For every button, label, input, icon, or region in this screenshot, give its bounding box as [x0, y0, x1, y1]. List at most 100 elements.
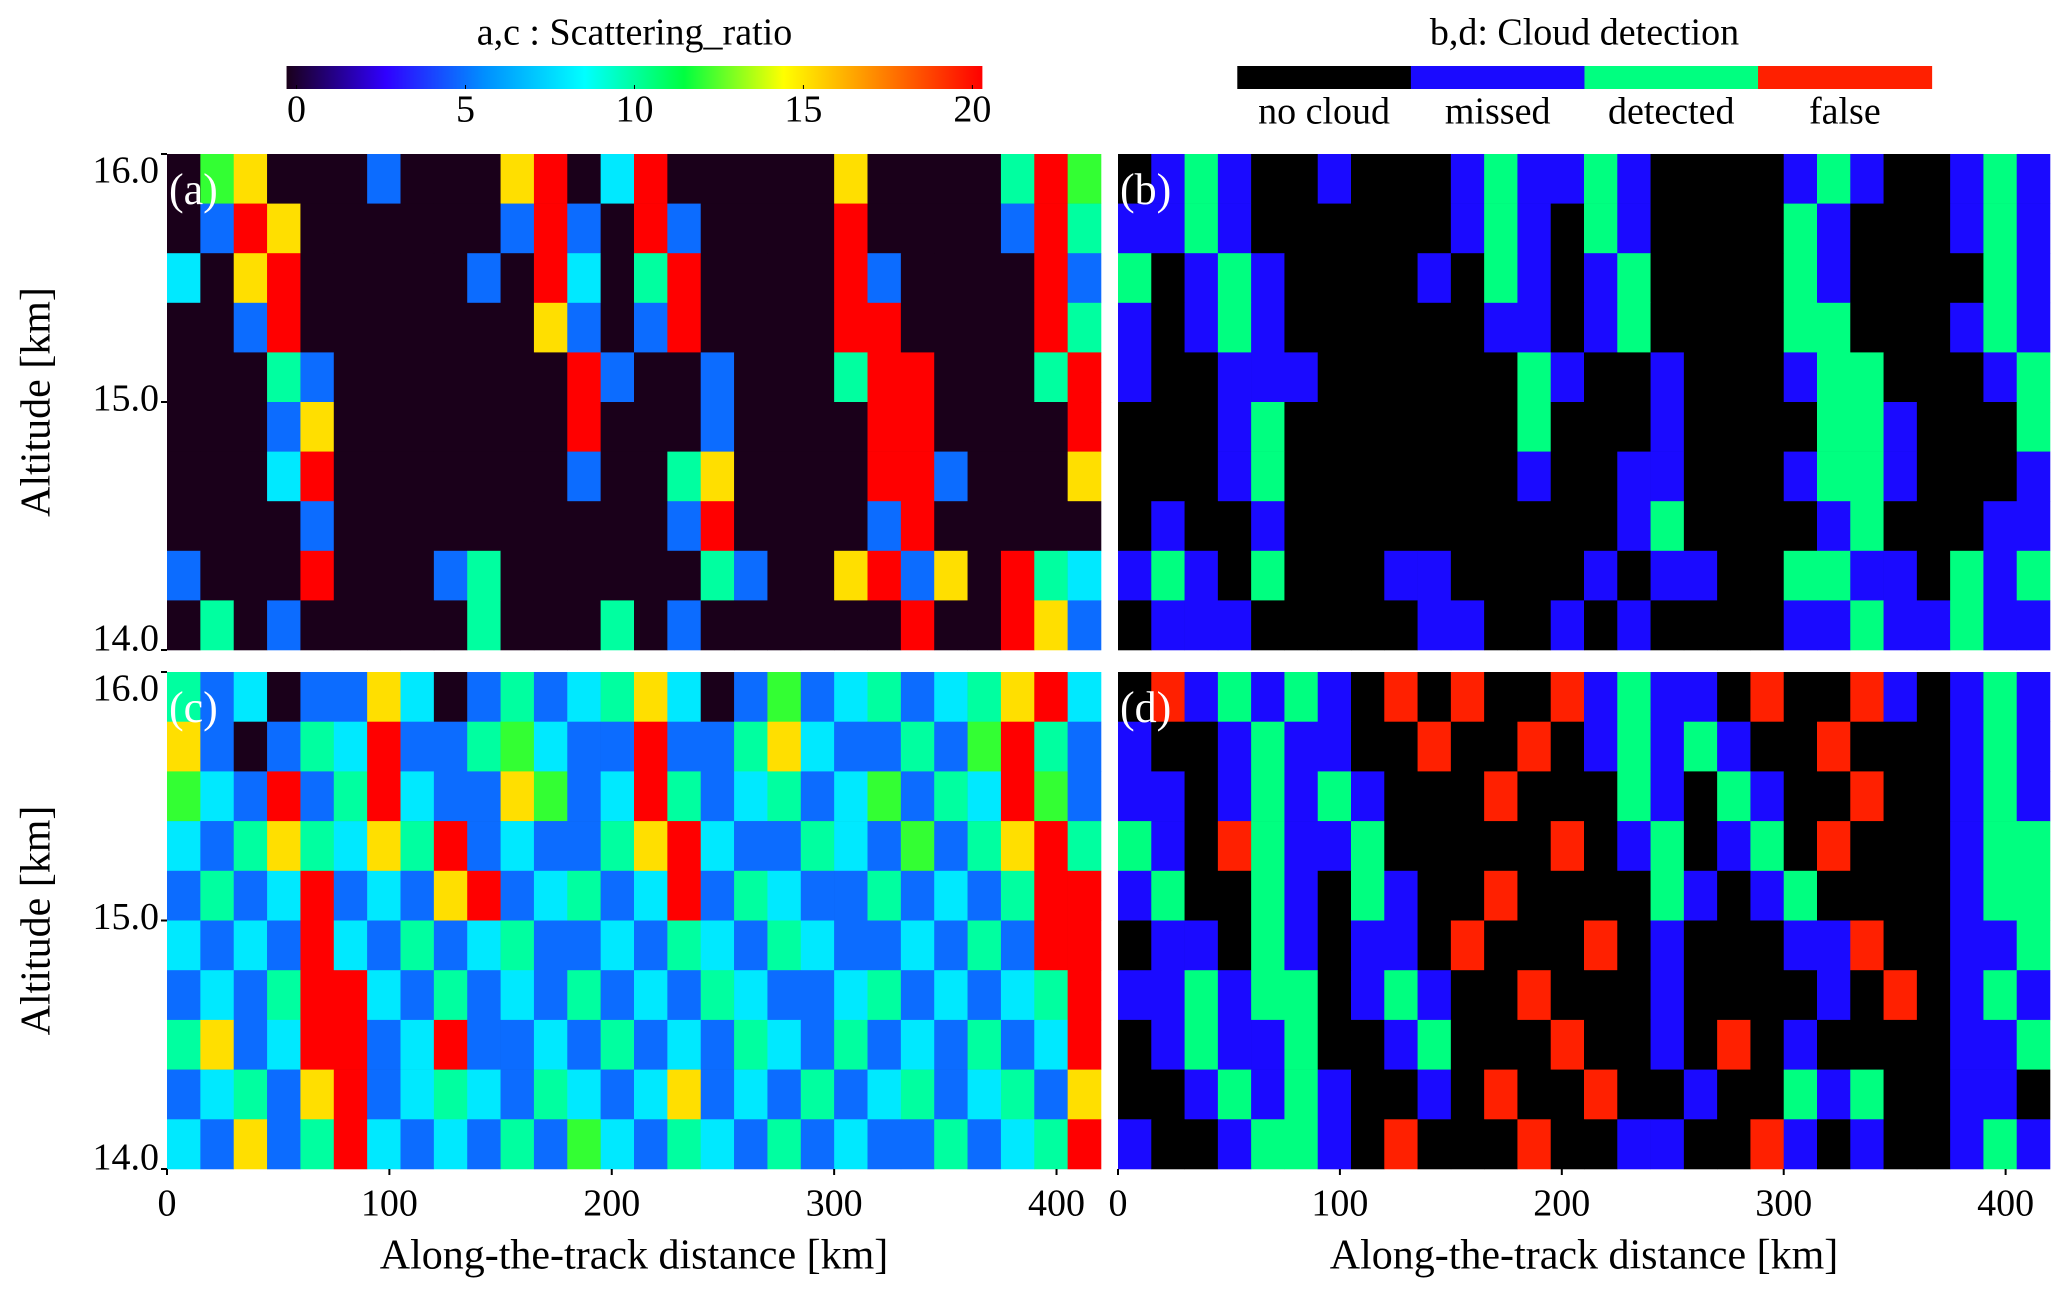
heatmap-cell	[1118, 154, 1152, 204]
heatmap-cell	[834, 352, 868, 403]
heatmap-cell	[700, 1119, 735, 1170]
heatmap-cell	[500, 253, 535, 304]
heatmap-cell	[1384, 721, 1418, 772]
heatmap-cell	[1351, 253, 1385, 304]
heatmap-cell	[333, 721, 368, 772]
y-tick-label: 16.0	[93, 668, 160, 710]
heatmap-cell	[600, 154, 635, 204]
heatmap-cell	[934, 920, 968, 971]
heatmap-cell	[1067, 302, 1102, 353]
heatmap-cell	[667, 1019, 702, 1070]
heatmap-cell	[433, 501, 468, 552]
heatmap-cell	[367, 1019, 401, 1070]
heatmap-cell	[867, 1119, 902, 1170]
heatmap-cell	[1983, 302, 2018, 353]
heatmap-cell	[634, 501, 668, 552]
heatmap-cell	[1184, 1119, 1219, 1170]
heatmap-cell	[1983, 253, 2018, 304]
heatmap-cell	[167, 870, 201, 921]
heatmap-cell	[1000, 1119, 1035, 1170]
heatmap-cell	[1950, 402, 1984, 452]
heatmap-cell	[834, 253, 868, 304]
heatmap-cell	[1750, 870, 1785, 921]
heatmap-cell	[634, 920, 668, 971]
heatmap-cell	[1067, 920, 1102, 971]
heatmap-cell	[1916, 302, 1951, 353]
heatmap-cell	[967, 253, 1002, 304]
heatmap-cell	[1584, 1019, 1618, 1070]
heatmap-cell	[900, 253, 935, 304]
heatmap-cell	[967, 1019, 1002, 1070]
heatmap-cell	[1251, 1069, 1285, 1120]
heatmap-cell	[200, 870, 235, 921]
heatmap-cell	[700, 920, 735, 971]
heatmap-cell	[1983, 920, 2018, 971]
heatmap-cell	[1750, 302, 1785, 353]
heatmap-cell	[1384, 253, 1418, 304]
heatmap-cell	[1317, 203, 1352, 254]
heatmap-cell	[967, 550, 1002, 601]
heatmap-cell	[467, 1069, 501, 1120]
heatmap-cell	[1217, 203, 1252, 254]
heatmap-cell	[500, 970, 535, 1021]
heatmap-cell	[1417, 154, 1452, 204]
heatmap-cell	[1983, 203, 2018, 254]
heatmap-cell	[734, 352, 768, 403]
heatmap-cell	[1717, 1019, 1751, 1070]
heatmap-cell	[1916, 352, 1951, 403]
heatmap-cell	[900, 352, 935, 403]
heatmap-cell	[500, 821, 535, 872]
heatmap-cell	[1850, 970, 1884, 1021]
heatmap-cell	[267, 451, 301, 502]
heatmap-cell	[700, 253, 735, 304]
heatmap-cell	[867, 1019, 902, 1070]
heatmap-cell	[533, 550, 568, 601]
heatmap-cell	[1217, 920, 1252, 971]
heatmap-cell	[1384, 1119, 1418, 1170]
heatmap-cell	[1517, 203, 1552, 254]
heatmap-cell	[1034, 821, 1068, 872]
heatmap-cell	[500, 1119, 535, 1170]
heatmap-cell	[233, 771, 268, 822]
heatmap-cell	[834, 501, 868, 552]
heatmap-cell	[167, 451, 201, 502]
heatmap-cell	[1034, 970, 1068, 1021]
colorbar-category: no cloud	[1258, 91, 1390, 133]
heatmap-cell	[1034, 352, 1068, 403]
heatmap-cell	[1683, 870, 1718, 921]
heatmap-cell	[1118, 821, 1152, 872]
heatmap-cell	[1584, 154, 1618, 204]
heatmap-cell	[167, 154, 201, 204]
heatmap-cell	[834, 970, 868, 1021]
heatmap-cell	[300, 600, 335, 651]
heatmap-cell	[1584, 821, 1618, 872]
heatmap-cell	[1850, 821, 1884, 872]
heatmap-cell	[1916, 154, 1951, 204]
heatmap-cell	[634, 870, 668, 921]
heatmap-cell	[1517, 672, 1552, 722]
heatmap-cell	[700, 1019, 735, 1070]
heatmap-cell	[634, 771, 668, 822]
heatmap-cell	[700, 771, 735, 822]
heatmap-cell	[900, 821, 935, 872]
heatmap-cell	[1317, 550, 1352, 601]
heatmap-cell	[600, 870, 635, 921]
heatmap-cell	[934, 451, 968, 502]
heatmap-cell	[500, 672, 535, 722]
panel-label: (b)	[1120, 165, 1171, 214]
heatmap-cell	[500, 402, 535, 452]
heatmap-cell	[667, 600, 702, 651]
heatmap-cell	[1683, 501, 1718, 552]
heatmap-cell	[2016, 821, 2051, 872]
heatmap-cell	[1750, 1119, 1785, 1170]
heatmap-cell	[1450, 154, 1485, 204]
heatmap-cell	[533, 1019, 568, 1070]
heatmap-cell	[934, 203, 968, 254]
heatmap-cell	[600, 451, 635, 502]
heatmap-cell	[533, 154, 568, 204]
heatmap-cell	[1850, 1019, 1884, 1070]
heatmap-cell	[1384, 600, 1418, 651]
heatmap-cell	[800, 920, 835, 971]
heatmap-cell	[1950, 154, 1984, 204]
heatmap-cell	[1783, 970, 1818, 1021]
